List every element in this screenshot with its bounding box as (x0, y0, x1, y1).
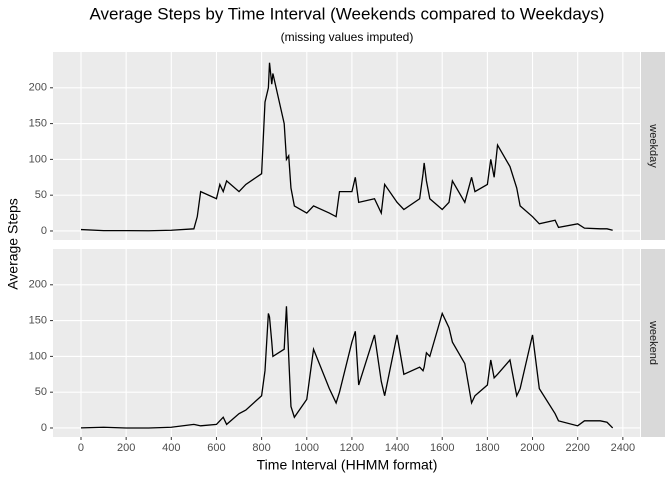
y-tick-label: 150 (29, 314, 47, 326)
data-line (80, 62, 613, 232)
facet-strip (641, 249, 665, 437)
x-tick-label: 1800 (475, 442, 499, 454)
x-tick-label: 2400 (611, 442, 635, 454)
x-tick-label: 2000 (520, 442, 544, 454)
x-tick-label: 1200 (340, 442, 364, 454)
y-tick-label: 150 (29, 117, 47, 129)
x-tick-label: 1400 (385, 442, 409, 454)
panel-background (53, 249, 640, 437)
y-tick-label: 100 (29, 153, 47, 165)
x-axis-label: Time Interval (HHMM format) (257, 457, 438, 473)
x-tick-label: 600 (207, 442, 225, 454)
chart-title: Average Steps by Time Interval (Weekends… (90, 4, 605, 23)
y-tick-label: 50 (35, 189, 47, 201)
x-tick-label: 0 (78, 442, 84, 454)
x-tick-label: 200 (117, 442, 135, 454)
x-tick-label: 400 (162, 442, 180, 454)
chart-subtitle: (missing values imputed) (281, 30, 414, 44)
panel-background (53, 52, 640, 240)
facet-label: weekend (647, 320, 659, 365)
facet-strip (641, 52, 665, 240)
x-tick-label: 2200 (565, 442, 589, 454)
y-tick-label: 0 (41, 225, 47, 237)
data-line (80, 306, 614, 429)
facet-label: weekday (647, 123, 659, 168)
y-tick-label: 100 (29, 350, 47, 362)
y-tick-label: 200 (29, 82, 47, 94)
y-tick-label: 50 (35, 386, 47, 398)
y-axis-label: Average Steps (5, 198, 21, 290)
x-tick-label: 800 (252, 442, 270, 454)
y-tick-label: 0 (41, 422, 47, 434)
x-tick-label: 1000 (295, 442, 319, 454)
y-tick-label: 200 (29, 279, 47, 291)
x-tick-label: 1600 (430, 442, 454, 454)
